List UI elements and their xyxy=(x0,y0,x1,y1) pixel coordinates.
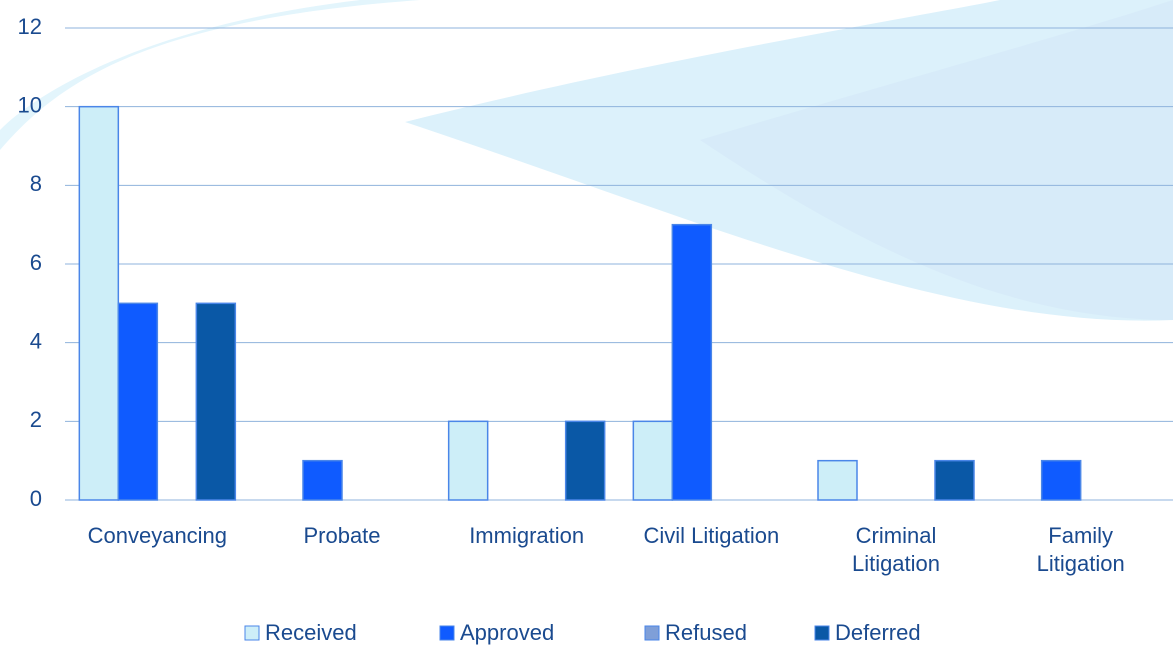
legend-swatch xyxy=(245,626,259,640)
x-tick-label: Probate xyxy=(249,522,435,550)
legend-label: Approved xyxy=(460,620,554,645)
bar xyxy=(633,421,672,500)
y-tick-label: 12 xyxy=(18,14,42,39)
decoration xyxy=(0,0,420,150)
bar xyxy=(449,421,488,500)
y-tick-label: 10 xyxy=(18,92,42,117)
x-tick-label: Conveyancing xyxy=(64,522,250,550)
legend-label: Received xyxy=(265,620,357,645)
bar xyxy=(1042,461,1081,500)
y-tick-label: 0 xyxy=(30,486,42,511)
y-tick-label: 8 xyxy=(30,171,42,196)
bar xyxy=(118,303,157,500)
y-tick-label: 6 xyxy=(30,250,42,275)
bar xyxy=(303,461,342,500)
bar xyxy=(818,461,857,500)
legend-swatch xyxy=(440,626,454,640)
page: 0 2 4 6 8 10 12 Received Approved Refused Deferred… xyxy=(0,0,1173,646)
legend-swatch xyxy=(815,626,829,640)
legend-label: Deferred xyxy=(835,620,921,645)
y-tick-label: 2 xyxy=(30,407,42,432)
legend-label: Refused xyxy=(665,620,747,645)
x-tick-label: Immigration xyxy=(434,522,620,550)
x-tick-label: Criminal Litigation xyxy=(803,522,989,578)
x-tick-label: Civil Litigation xyxy=(618,522,804,550)
bar xyxy=(566,421,605,500)
bar xyxy=(79,107,118,500)
legend-swatch xyxy=(645,626,659,640)
bar xyxy=(672,225,711,500)
bar xyxy=(196,303,235,500)
y-tick-label: 4 xyxy=(30,328,42,353)
bar xyxy=(935,461,974,500)
x-tick-label: Family Litigation xyxy=(988,522,1173,578)
